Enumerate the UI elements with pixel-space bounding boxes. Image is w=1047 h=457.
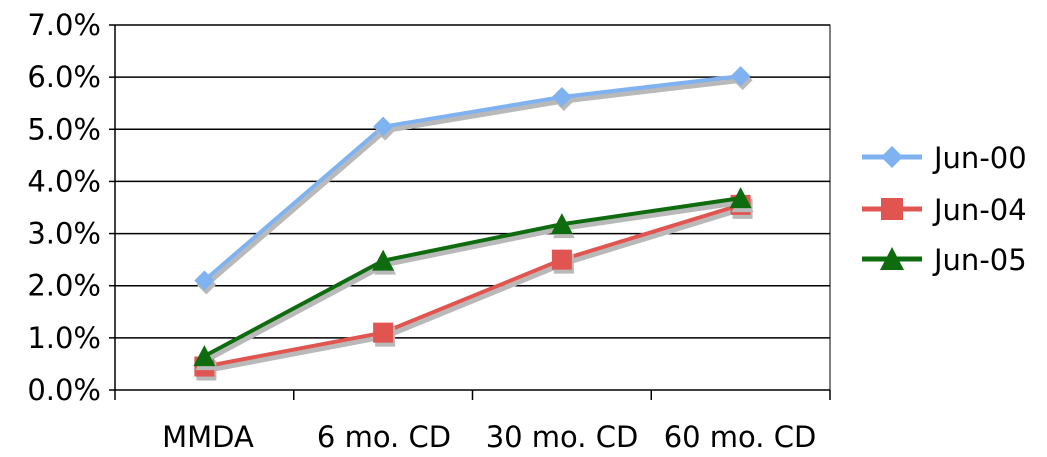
data-point (551, 249, 572, 270)
grid-lines (115, 24, 830, 339)
y-tick-label: 0.0% (27, 373, 101, 407)
data-point (372, 249, 395, 271)
y-tick-label: 4.0% (27, 164, 101, 198)
x-tick-label: MMDA (162, 420, 254, 454)
series-Jun-00 (194, 66, 753, 295)
y-axis: 0.0% 1.0% 2.0% 3.0% 4.0% 5.0% 6.0% 7.0% (27, 8, 116, 407)
series-shadow (204, 77, 743, 287)
legend-marker-icon (881, 146, 903, 168)
y-tick-label: 5.0% (27, 112, 101, 146)
y-tick-label: 2.0% (27, 269, 101, 303)
y-tick-label: 3.0% (27, 217, 101, 251)
y-tick-label: 7.0% (27, 8, 101, 42)
data-point (373, 116, 394, 137)
data-point (730, 66, 751, 87)
legend: Jun-00 Jun-04 Jun-05 (862, 141, 1027, 277)
series-line (203, 196, 741, 358)
series-line (203, 74, 741, 283)
legend-marker-icon (880, 247, 904, 270)
series-Jun-05 (193, 187, 754, 371)
legend-entry-Jun-05: Jun-05 (862, 243, 1027, 277)
legend-label: Jun-05 (932, 243, 1027, 277)
data-point (373, 322, 394, 343)
y-tick-label: 1.0% (27, 321, 101, 355)
legend-label: Jun-04 (932, 193, 1027, 227)
series-layer (193, 66, 754, 381)
x-axis: MMDA 6 mo. CD 30 mo. CD 60 mo. CD (114, 389, 831, 454)
y-tick-label: 6.0% (27, 60, 101, 94)
data-point (729, 187, 752, 209)
legend-entry-Jun-04: Jun-04 (862, 193, 1027, 227)
legend-marker-icon (881, 198, 903, 220)
series-line (204, 202, 742, 369)
series-shadow (205, 199, 743, 363)
legend-label: Jun-00 (932, 141, 1027, 175)
data-point (550, 213, 573, 235)
data-point (551, 86, 572, 107)
x-tick-label: 6 mo. CD (317, 420, 451, 454)
data-point (194, 270, 215, 291)
x-tick-label: 60 mo. CD (664, 420, 817, 454)
legend-entry-Jun-00: Jun-00 (862, 141, 1027, 175)
data-point (193, 345, 216, 367)
x-tick-label: 30 mo. CD (486, 420, 639, 454)
series-shadow (205, 206, 744, 373)
